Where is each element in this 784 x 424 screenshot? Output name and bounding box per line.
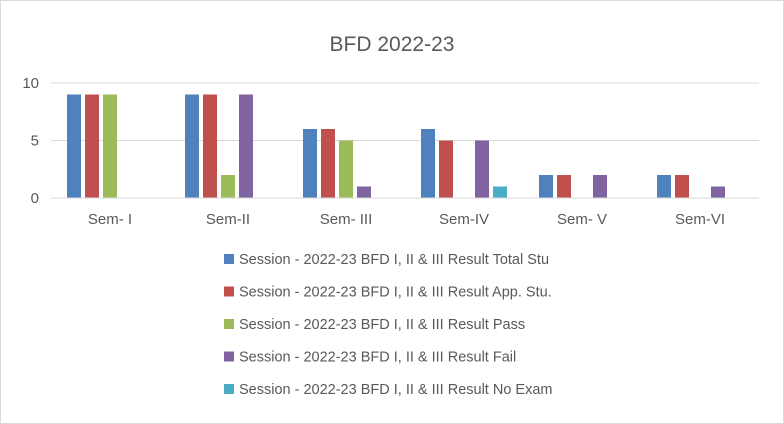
bar	[421, 129, 435, 198]
bar	[239, 94, 253, 198]
bar	[493, 186, 507, 198]
y-axis-ticks: 0 5 10	[22, 75, 39, 207]
bar	[185, 94, 199, 198]
bar	[357, 186, 371, 198]
y-tick-label: 10	[22, 75, 39, 92]
x-tick-label: Sem- I	[88, 211, 132, 228]
x-tick-label: Sem- III	[320, 211, 373, 228]
bar	[67, 94, 81, 198]
gridlines	[51, 82, 759, 141]
legend: Session - 2022-23 BFD I, II & III Result…	[224, 252, 553, 398]
bar	[439, 140, 453, 198]
x-tick-label: Sem- V	[557, 211, 607, 228]
legend-swatch	[224, 254, 234, 264]
bar	[203, 94, 217, 198]
y-tick-label: 5	[31, 133, 39, 150]
bar	[303, 129, 317, 198]
bar	[321, 129, 335, 198]
legend-label: Session - 2022-23 BFD I, II & III Result…	[239, 285, 552, 301]
bar	[103, 94, 117, 198]
legend-swatch	[224, 286, 234, 297]
bar	[339, 140, 353, 198]
y-tick-label: 0	[31, 190, 39, 207]
legend-label: Session - 2022-23 BFD I, II & III Result…	[239, 350, 516, 366]
x-tick-label: Sem-II	[206, 211, 250, 228]
bar	[221, 175, 235, 198]
x-tick-label: Sem-VI	[675, 211, 725, 228]
bars	[67, 94, 725, 198]
chart-title: BFD 2022-23	[330, 33, 455, 56]
legend-swatch	[224, 351, 234, 362]
legend-label: Session - 2022-23 BFD I, II & III Result…	[239, 252, 549, 268]
legend-swatch	[224, 384, 234, 394]
bar	[657, 175, 671, 198]
legend-swatch	[224, 319, 234, 329]
legend-label: Session - 2022-23 BFD I, II & III Result…	[239, 317, 525, 333]
legend-label: Session - 2022-23 BFD I, II & III Result…	[239, 382, 553, 398]
bar	[557, 175, 571, 198]
bar	[593, 175, 607, 198]
bar	[539, 175, 553, 198]
bar	[85, 94, 99, 198]
bar	[675, 175, 689, 198]
bar	[475, 140, 489, 198]
x-axis-ticks: Sem- I Sem-II Sem- III Sem-IV Sem- V Sem-VI	[88, 211, 725, 228]
bar	[711, 186, 725, 198]
x-tick-label: Sem-IV	[439, 211, 489, 228]
